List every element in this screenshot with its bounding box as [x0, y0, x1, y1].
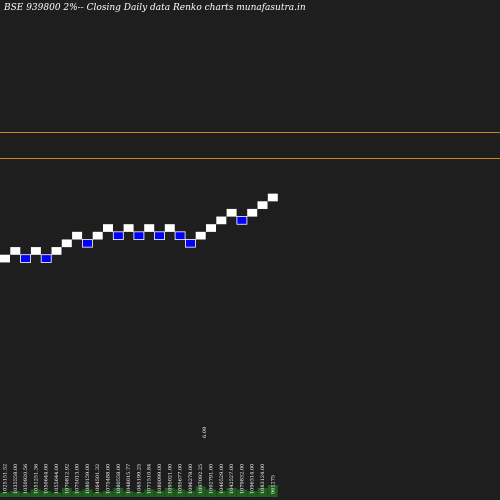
brick-up	[51, 247, 62, 255]
brick-up	[267, 193, 278, 202]
x-tick-label: 1048015.77	[126, 464, 132, 494]
x-tick-label: 1095677.00	[178, 464, 184, 494]
x-tick-label: 1042527.00	[229, 464, 235, 494]
x-tick-label: 1070812.92	[64, 464, 70, 494]
x-axis-labels: 1025151.52 1035558.00 1050920.56 1051251.36…	[3, 464, 277, 494]
x-tick-label: 1095021.00	[167, 464, 173, 494]
brick-up	[61, 239, 72, 248]
brick-up	[123, 224, 134, 232]
volume-bar	[154, 491, 165, 497]
volume-bar	[20, 492, 31, 497]
volume-bar	[267, 485, 278, 497]
volume-bar	[175, 489, 186, 497]
brick-up	[30, 247, 41, 255]
volume-bar	[247, 491, 258, 497]
volume-bar	[41, 491, 52, 497]
x-tick-label: 1064501.32	[95, 464, 101, 494]
x-tick-label: 1065199.25	[136, 464, 142, 494]
brick-up	[10, 247, 21, 255]
brick-down	[236, 216, 248, 225]
level-lines	[0, 132, 500, 160]
volume-bar	[206, 489, 216, 497]
volume-bar	[82, 489, 93, 497]
brick-up	[72, 231, 83, 240]
volume-bar	[123, 491, 134, 497]
x-tick-label: 1025151.52	[3, 464, 9, 494]
chart-title: BSE 939800 2%-- Closing Daily data Renko…	[3, 3, 306, 13]
brick-down	[133, 231, 145, 240]
brick-down	[40, 254, 52, 263]
volume-bar	[185, 491, 196, 497]
x-tick-label: 1096278.00	[188, 464, 194, 494]
brick-up	[206, 224, 216, 232]
x-tick-label: 1050644.00	[44, 464, 50, 494]
x-tick-label: 1097092.25	[198, 464, 204, 494]
x-tick-label: 1096314.00	[250, 464, 256, 494]
brick-up	[164, 224, 175, 232]
x-tick-label: 1071510.84	[147, 464, 153, 494]
volume-bar	[226, 488, 237, 497]
volume-bar	[10, 491, 21, 497]
x-tick-label: 1046529.00	[219, 464, 225, 494]
brick-down	[20, 254, 32, 263]
x-tick-label: 1051251.36	[33, 464, 39, 494]
brick-up	[247, 208, 258, 217]
volume-bar	[0, 492, 10, 497]
volume-bars	[0, 485, 278, 497]
x-tick-label: 1055644.00	[54, 464, 60, 494]
brick-up	[103, 224, 113, 232]
x-tick-label: 1075488.00	[106, 464, 112, 494]
brick-down	[184, 239, 196, 248]
brick-up	[257, 201, 268, 209]
brick-up	[144, 224, 155, 232]
x-tick-label: 1075013.00	[75, 464, 81, 494]
x-tick-label: 961275	[270, 475, 276, 494]
brick-up	[226, 208, 237, 217]
x-tick-label: 1079832.00	[239, 464, 245, 494]
annotations: 6.09	[202, 427, 208, 438]
brick-down	[174, 231, 186, 240]
volume-bar	[133, 492, 144, 497]
volume-bar	[236, 489, 247, 497]
x-tick-label: 1050920.56	[23, 464, 29, 494]
volume-bar	[144, 489, 155, 497]
brick-down	[154, 231, 165, 240]
x-tick-label: 1080099.00	[157, 464, 163, 494]
volume-bar	[216, 491, 227, 497]
volume-bar	[103, 491, 113, 497]
volume-bar	[61, 488, 72, 497]
volume-bar	[51, 492, 62, 497]
volume-bar	[92, 492, 103, 497]
brick-up	[195, 231, 206, 240]
x-tick-label: 1080159.00	[85, 464, 91, 494]
volume-bar	[72, 491, 83, 497]
volume-bar	[113, 488, 124, 497]
x-tick-label: 1035558.00	[13, 464, 19, 494]
brick-down	[82, 239, 93, 248]
brick-up	[92, 231, 103, 240]
volume-bar	[257, 488, 268, 497]
volume-bar	[30, 489, 41, 497]
x-tick-label: 1080558.00	[116, 464, 122, 494]
brick-up	[216, 216, 227, 225]
renko-bricks	[0, 193, 278, 263]
annotation: 6.09	[202, 427, 208, 438]
x-tick-label: 1002791.00	[209, 464, 215, 494]
volume-bar	[164, 488, 175, 497]
x-tick-label: 1083124.00	[260, 464, 266, 494]
volume-bar	[195, 486, 206, 497]
brick-up	[0, 254, 10, 263]
brick-down	[112, 231, 124, 240]
